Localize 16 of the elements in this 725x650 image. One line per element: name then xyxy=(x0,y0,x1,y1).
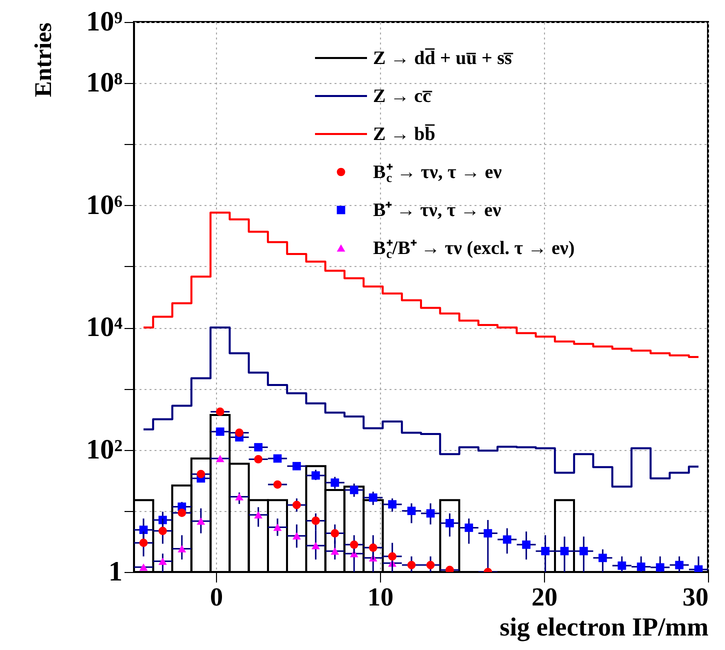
y-axis-title: Entries xyxy=(31,22,58,98)
y-tick-label: 10⁴ xyxy=(86,312,124,344)
y-tick-label: 10⁹ xyxy=(86,6,122,38)
legend-label: B⁺ → τν, τ → eν xyxy=(373,200,502,221)
y-tick-label: 10⁸ xyxy=(86,68,122,99)
x-axis-title: sig electron IP/mm xyxy=(500,612,709,642)
x-tick-label: 0 xyxy=(210,582,223,612)
y-tick-label: 1 xyxy=(108,556,122,588)
y-tick-label: 10² xyxy=(86,434,122,466)
legend-label: Z → cc̅ xyxy=(373,86,432,107)
y-tick-label: 10⁶ xyxy=(86,190,122,221)
legend-label: Z → dd̅ + uu̅ + ss̅ xyxy=(373,48,514,69)
x-tick-label: 10 xyxy=(368,582,394,612)
x-tick-label: 30 xyxy=(682,582,708,612)
x-tick-label: 20 xyxy=(532,582,558,612)
legend-label: Z → bb̅ xyxy=(373,124,436,145)
